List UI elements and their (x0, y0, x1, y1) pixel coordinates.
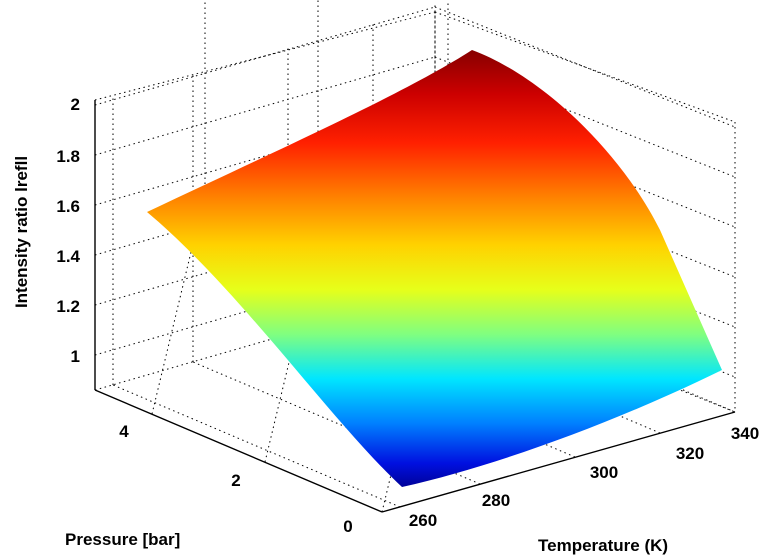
z-tick-label: 2 (71, 95, 80, 114)
x-axis-label: Temperature (K) (538, 536, 668, 555)
grid-top-right-edge (434, 11, 736, 123)
z-tick-label: 1.6 (56, 197, 80, 216)
z-tick-label: 1 (71, 347, 80, 366)
x-ticks: 260 280 300 320 340 (409, 424, 759, 530)
grid-floor-t-line (112, 384, 401, 508)
y-axis-line (94, 389, 383, 513)
z-axis-label: Intensity ratio lrefll (12, 156, 31, 308)
x-tick-label: 340 (731, 424, 759, 443)
z-ticks: 1 1.2 1.4 1.6 1.8 2 (56, 95, 80, 366)
grid-top-left-edge (94, 11, 436, 101)
x-axis-line (381, 411, 736, 513)
z-tick-label: 1.4 (56, 247, 80, 266)
y-tick-label: 2 (231, 471, 240, 490)
x-tick-label: 320 (676, 444, 704, 463)
x-tick-label: 260 (409, 511, 437, 530)
y-tick-label: 4 (119, 422, 129, 441)
y-axis-label: Pressure [bar] (65, 530, 180, 549)
y-ticks: 0 2 4 (119, 422, 352, 536)
z-tick-label: 1.8 (56, 147, 80, 166)
x-tick-label: 280 (482, 491, 510, 510)
axes (94, 100, 736, 513)
x-tick-label: 300 (590, 463, 618, 482)
grid-floor-t-line (192, 361, 481, 485)
surface-plot (147, 50, 722, 487)
z-tick-label: 1.2 (56, 297, 80, 316)
y-tick-label: 0 (343, 517, 352, 536)
